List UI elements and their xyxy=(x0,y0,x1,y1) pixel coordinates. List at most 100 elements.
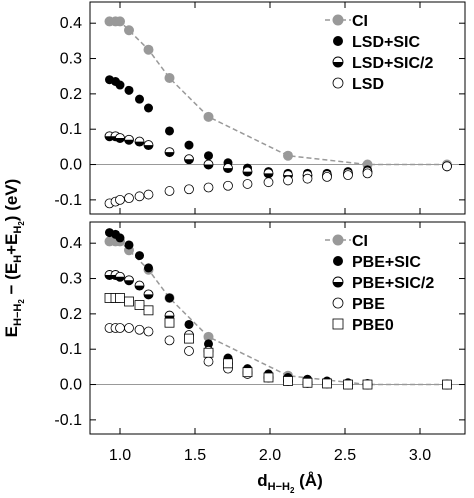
legend-item-pbe-plus-sic-half2: PBE+SIC/2 xyxy=(332,275,434,292)
data-point xyxy=(184,184,194,195)
data-point xyxy=(263,168,274,179)
legend-item-lsd-plus-sic: LSD+SIC xyxy=(333,34,420,51)
data-point xyxy=(302,377,313,388)
data-point xyxy=(203,111,214,122)
data-point xyxy=(263,372,274,383)
data-point xyxy=(184,319,194,329)
data-point xyxy=(115,16,125,27)
data-point xyxy=(184,154,194,165)
data-point xyxy=(322,378,332,389)
x-tick-label: 2.0 xyxy=(259,447,281,464)
data-point xyxy=(143,326,154,337)
y-tick-label: 0.0 xyxy=(60,377,82,394)
data-point xyxy=(164,317,175,328)
data-point xyxy=(242,166,253,177)
data-point xyxy=(263,177,274,188)
legend-marker xyxy=(332,276,344,288)
legend-label: LSD+SIC xyxy=(352,34,420,51)
data-point xyxy=(203,347,214,358)
data-point xyxy=(343,170,353,181)
legend-item-lsd: LSD xyxy=(332,76,384,93)
plot-frame xyxy=(89,1,466,215)
data-point xyxy=(203,182,214,193)
data-point xyxy=(442,379,452,390)
y-tick-label: -0.1 xyxy=(54,192,82,209)
legend-label: PBE xyxy=(352,296,385,313)
legend-item-pbe: PBE xyxy=(332,296,385,313)
legend-marker xyxy=(332,77,344,89)
data-point xyxy=(134,280,145,291)
legend-label: PBE+SIC/2 xyxy=(352,275,434,292)
data-point xyxy=(164,335,175,346)
legend-marker xyxy=(332,56,344,68)
legend-label: CI xyxy=(352,13,368,30)
data-point xyxy=(343,379,353,390)
data-point xyxy=(144,263,153,273)
data-point xyxy=(165,293,174,303)
data-point xyxy=(283,175,293,186)
legend-item-ci: CI xyxy=(325,13,368,30)
legend-label: PBE0 xyxy=(352,317,394,334)
data-point xyxy=(143,289,154,300)
legend-marker xyxy=(332,297,344,309)
data-point xyxy=(144,103,153,113)
y-tick-label: 0.3 xyxy=(60,271,82,288)
x-tick-label: 3.0 xyxy=(409,447,431,464)
data-point xyxy=(124,296,134,307)
y-tick-label: 0.3 xyxy=(60,51,82,68)
legend-label: PBE+SIC xyxy=(352,254,421,271)
data-point xyxy=(223,180,233,191)
data-point xyxy=(203,159,214,170)
data-point xyxy=(134,136,145,147)
series-pbe0 xyxy=(104,293,452,390)
data-point xyxy=(124,323,134,333)
top-panel: -0.1 0.0 0.1 0.2 0.3 0.4 CI LSD+SIC LSD+SIC/2 LSD xyxy=(54,1,466,215)
series-pbe-plus-sic xyxy=(105,228,452,390)
y-tick-label: 0.1 xyxy=(60,121,82,138)
y-tick-label: -0.1 xyxy=(54,412,82,429)
legend-marker xyxy=(333,256,343,266)
data-point xyxy=(442,161,452,172)
data-point xyxy=(204,339,213,349)
legend-item-lsd-plus-sic-half2: LSD+SIC/2 xyxy=(332,55,433,72)
data-point xyxy=(135,94,144,104)
x-tick-label: 2.5 xyxy=(334,447,356,464)
y-tick-label: 0.0 xyxy=(60,157,82,174)
data-point xyxy=(223,358,233,369)
data-point xyxy=(124,193,134,204)
data-point xyxy=(124,134,134,145)
data-point xyxy=(143,140,154,151)
legend-item-pbe0: PBE0 xyxy=(332,317,394,334)
legend-marker xyxy=(333,36,343,46)
data-point xyxy=(124,25,134,36)
legend-marker xyxy=(332,318,344,330)
data-point xyxy=(242,179,253,189)
data-point xyxy=(124,275,134,286)
data-point xyxy=(115,80,125,90)
data-point xyxy=(143,189,154,200)
legend-item-ci: CI xyxy=(325,233,368,250)
series-pbe xyxy=(104,323,452,390)
series-lsd-plus-sic-half2 xyxy=(104,131,452,181)
data-point xyxy=(164,72,175,83)
legend-label: LSD xyxy=(352,76,384,93)
data-point xyxy=(322,171,332,182)
legend-marker xyxy=(332,234,344,246)
legend: CI LSD+SIC LSD+SIC/2 LSD xyxy=(325,13,433,93)
x-tick-labels: 1.0 1.5 2.0 2.5 3.0 xyxy=(109,447,431,464)
data-point xyxy=(115,194,125,205)
data-point xyxy=(223,163,233,174)
data-point xyxy=(143,305,154,316)
legend-label: LSD+SIC/2 xyxy=(352,55,433,72)
data-point xyxy=(124,85,134,95)
series-lsd xyxy=(104,161,452,209)
data-point xyxy=(115,323,125,333)
data-point xyxy=(362,379,373,390)
x-tick-label: 1.5 xyxy=(184,447,206,464)
data-point xyxy=(204,151,213,161)
data-point xyxy=(165,126,174,136)
y-tick-label: 0.1 xyxy=(60,341,82,358)
data-point xyxy=(134,191,145,202)
data-point xyxy=(134,300,145,310)
